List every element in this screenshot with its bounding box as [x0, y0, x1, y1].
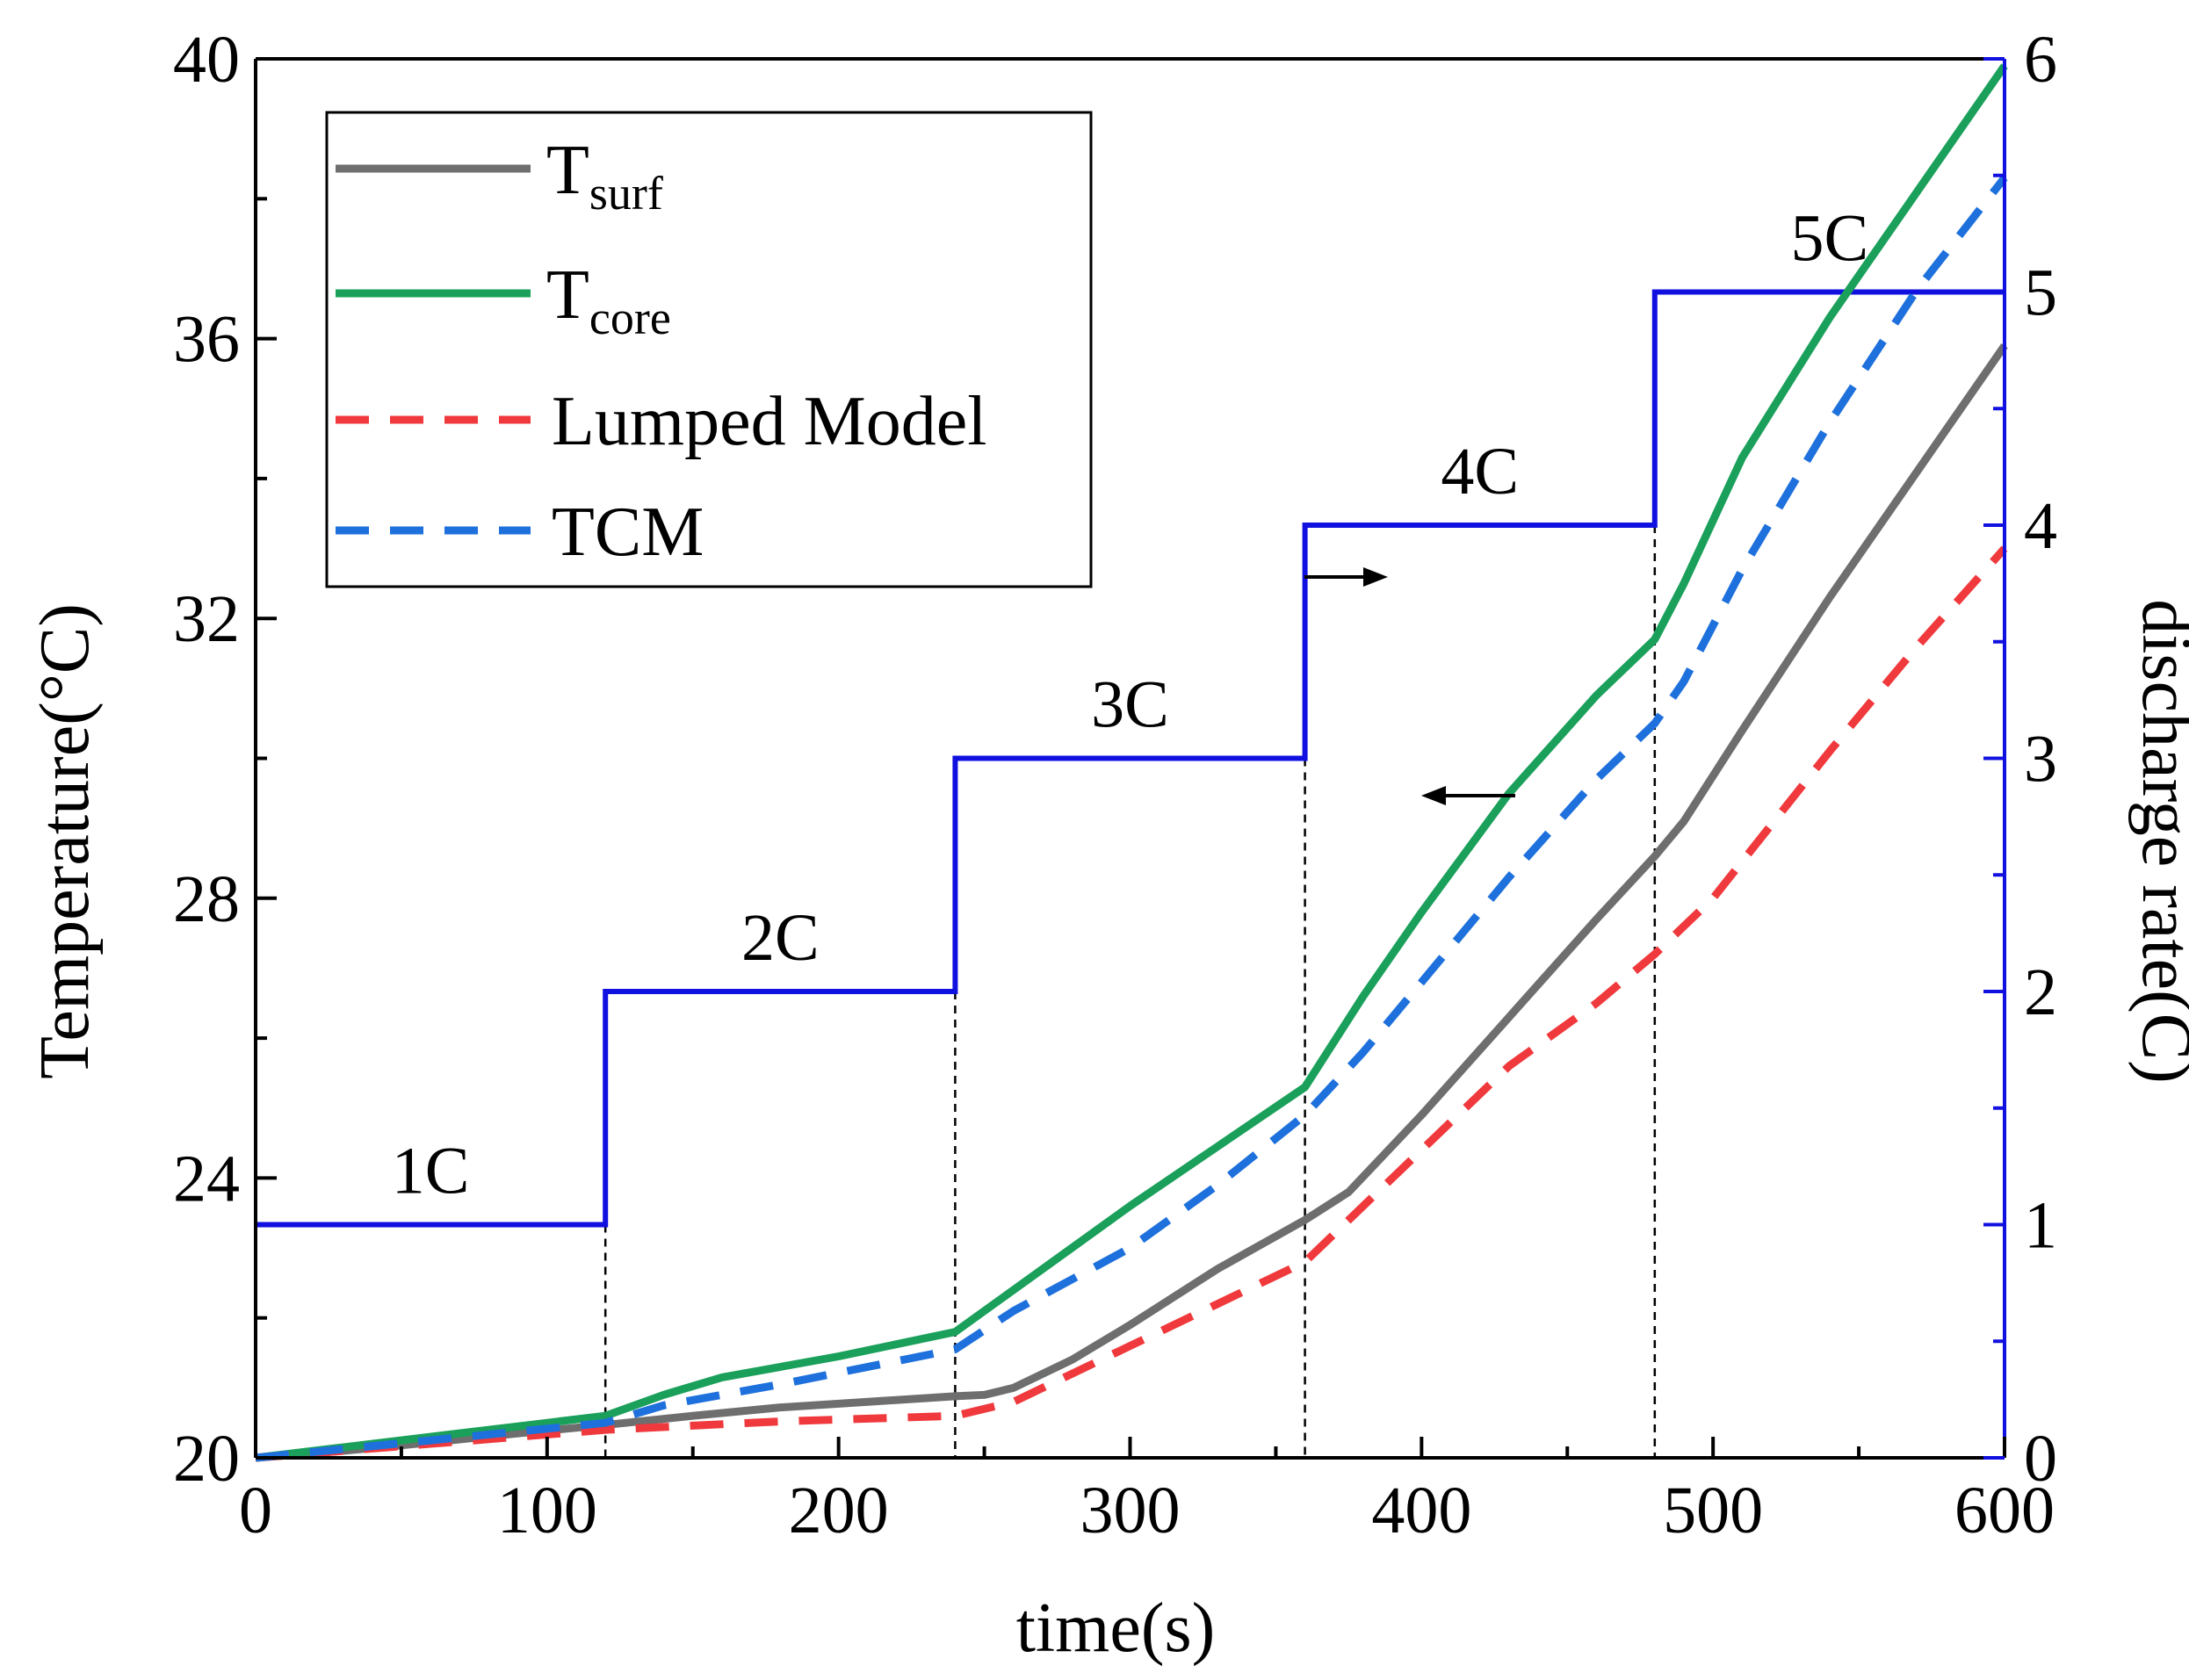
x-tick-label: 500 — [1663, 1474, 1763, 1547]
y-axis-title: Temperature(°C) — [26, 603, 104, 1079]
y-tick-label: 40 — [173, 23, 240, 97]
legend-label-lumped: Lumped Model — [552, 383, 986, 460]
legend-label-core-main: T — [546, 256, 589, 334]
legend-label-core-sub: core — [589, 292, 671, 344]
rate-label: 2C — [741, 901, 820, 975]
discharge-rate-layer: 1C 2C 3C 4C 5C — [256, 202, 2005, 1228]
legend: Tsurf Tcore Lumped Model TCM — [325, 111, 1093, 588]
y-tick-label: 36 — [173, 303, 240, 377]
series-line-tcm — [255, 175, 2008, 1462]
y-tick-label: 24 — [173, 1142, 240, 1215]
y2-axis-title: discharge rate(C) — [2128, 599, 2189, 1084]
left-axis-arrow — [1421, 786, 1515, 805]
y2-tick-label: 6 — [2024, 23, 2057, 97]
divider-layer — [603, 525, 1657, 1458]
annotation-layer — [1304, 567, 1515, 805]
x-tick-label: 300 — [1080, 1474, 1181, 1547]
rate-label: 4C — [1441, 435, 1519, 508]
rate-label: 5C — [1791, 202, 1869, 276]
x-tick-label: 200 — [789, 1474, 889, 1547]
legend-label-surf-main: T — [546, 132, 589, 209]
legend-label-core: Tcore — [546, 256, 671, 344]
x-tick-label: 100 — [497, 1474, 597, 1547]
legend-label-surf: Tsurf — [546, 132, 663, 220]
y-tick-label: 32 — [173, 582, 240, 656]
rate-label: 3C — [1091, 668, 1169, 742]
x-axis-title: time(s) — [1016, 1590, 1216, 1667]
y-tick-label: 28 — [173, 862, 240, 936]
y-tick-label: 20 — [173, 1422, 240, 1496]
right-axis-arrow — [1304, 567, 1388, 587]
legend-box — [325, 111, 1093, 588]
x-tick-label: 0 — [239, 1474, 272, 1547]
series-line-lumped — [255, 545, 2008, 1462]
temperature-series-layer — [255, 63, 2008, 1462]
rate-label: 1C — [392, 1135, 470, 1208]
x-tick-label: 400 — [1371, 1474, 1471, 1547]
discharge-rate-line — [256, 289, 2005, 1228]
y2-tick-label: 5 — [2024, 256, 2057, 330]
y2-tick-label: 2 — [2024, 955, 2057, 1029]
legend-label-surf-sub: surf — [589, 167, 663, 220]
x-tick-label: 600 — [1954, 1474, 2055, 1547]
legend-label-tcm: TCM — [552, 494, 704, 571]
y2-tick-label: 1 — [2024, 1189, 2057, 1263]
y2-tick-label: 0 — [2024, 1422, 2057, 1496]
y2-tick-label: 4 — [2024, 489, 2057, 563]
series-line-core — [255, 63, 2008, 1462]
y2-tick-label: 3 — [2024, 723, 2057, 797]
